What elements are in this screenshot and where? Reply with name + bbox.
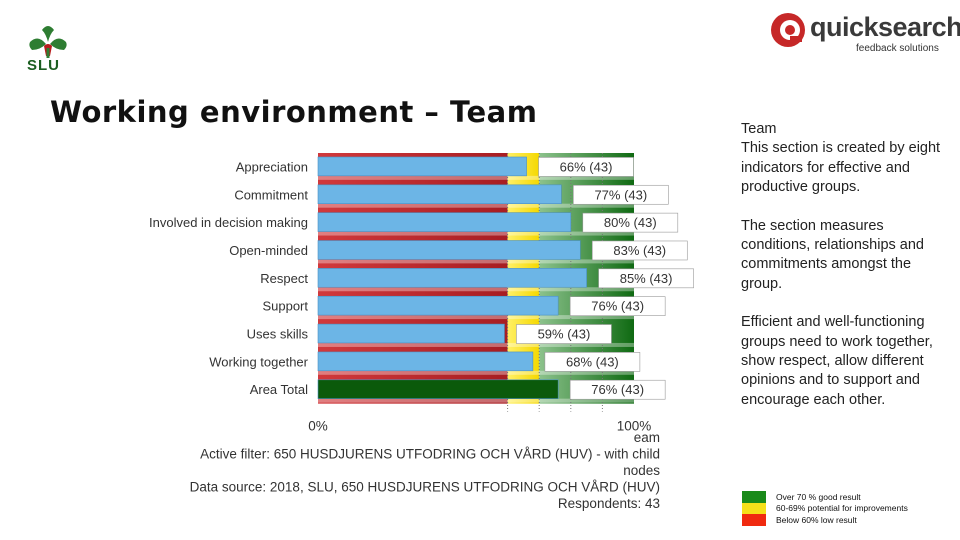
category-label: Respect	[260, 271, 308, 286]
panel-heading: Team	[741, 121, 777, 137]
legend: Over 70 % good result 60-69% potential f…	[742, 491, 908, 526]
row-separator	[318, 287, 634, 292]
value-label: 77% (43)	[594, 187, 647, 202]
footer-line: eam	[634, 430, 660, 445]
panel-paragraph-1: This section is created by eight indicat…	[741, 140, 941, 196]
row-separator	[318, 203, 634, 208]
row-separator	[318, 398, 634, 403]
legend-item-potential: 60-69% potential for improvements	[742, 502, 908, 514]
value-label-box	[516, 324, 612, 344]
footer-line: Active filter: 650 HUSDJURENS UTFODRING …	[200, 447, 660, 462]
value-label: 59% (43)	[538, 327, 591, 342]
bar-5	[317, 295, 559, 316]
bar-7	[317, 351, 534, 372]
value-label-box	[538, 157, 634, 177]
brand-name: quicksearch	[810, 12, 960, 42]
legend-swatch-red	[742, 514, 766, 526]
row-separator	[318, 370, 634, 375]
bar-2	[317, 212, 572, 232]
footer-line: Respondents: 43	[558, 496, 660, 511]
value-label: 83% (43)	[613, 243, 666, 258]
x-tick-label: 100%	[617, 419, 652, 434]
row-separator	[318, 231, 634, 236]
legend-swatch-yellow	[742, 502, 766, 514]
legend-swatch-green	[742, 491, 766, 503]
page-title: Working environment – Team	[50, 95, 538, 129]
value-label-box	[591, 240, 688, 261]
legend-item-low: Below 60% low result	[742, 514, 908, 526]
category-label: Appreciation	[236, 159, 308, 174]
value-label-box	[582, 212, 679, 233]
slu-logo: SLU	[22, 20, 74, 78]
slu-emblem-icon	[29, 26, 67, 58]
value-label: 66% (43)	[560, 159, 613, 174]
category-label: Area Total	[250, 382, 308, 397]
category-label: Working together	[209, 354, 308, 369]
row-separator	[318, 342, 634, 347]
row-separator	[318, 315, 634, 320]
category-label: Uses skills	[247, 327, 309, 342]
legend-item-good: Over 70 % good result	[742, 491, 908, 503]
bar-4	[317, 268, 587, 288]
row-separator	[318, 259, 634, 264]
panel-paragraph-3: Efficient and well-functioning groups ne…	[741, 314, 933, 408]
footer-line: nodes	[623, 463, 660, 478]
value-label-box	[598, 268, 694, 289]
bar-3	[317, 240, 581, 260]
bars	[317, 156, 587, 399]
slu-logo-text: SLU	[27, 57, 60, 74]
value-label-box	[544, 352, 641, 372]
bar-8	[317, 379, 559, 399]
legend-label: 60-69% potential for improvements	[776, 503, 908, 514]
value-label: 80% (43)	[604, 215, 657, 230]
category-label: Commitment	[234, 187, 308, 202]
bar-6	[317, 323, 505, 344]
labels: Appreciation 66% (43) Commitment 77% (43) In…	[149, 157, 694, 434]
value-label: 76% (43)	[591, 299, 644, 314]
value-label-box	[569, 379, 666, 400]
panel-paragraph-2: The section measures conditions, relatio…	[741, 217, 924, 292]
value-label: 76% (43)	[591, 382, 644, 397]
bar-0	[317, 156, 527, 177]
chart-footer: eam Active filter: 650 HUSDJURENS UTFODRI…	[190, 430, 661, 511]
value-label-box	[569, 296, 666, 316]
value-label-box	[573, 184, 669, 205]
legend-label: Below 60% low result	[776, 514, 857, 525]
row-separator	[318, 175, 634, 180]
category-label: Involved in decision making	[149, 215, 308, 230]
legend-label: Over 70 % good result	[776, 491, 861, 502]
footer-line: Data source: 2018, SLU, 650 HUSDJURENS U…	[190, 480, 660, 495]
value-label: 68% (43)	[566, 354, 619, 369]
category-label: Open-minded	[229, 243, 308, 258]
x-tick-label: 0%	[308, 419, 328, 434]
category-label: Support	[262, 299, 308, 314]
description-panel: Team This section is created by eight in…	[741, 120, 941, 429]
quicksearch-logo-icon	[771, 13, 805, 47]
value-label: 85% (43)	[620, 271, 673, 286]
bar-1	[317, 184, 562, 205]
brand-tagline: feedback solutions	[856, 43, 939, 54]
